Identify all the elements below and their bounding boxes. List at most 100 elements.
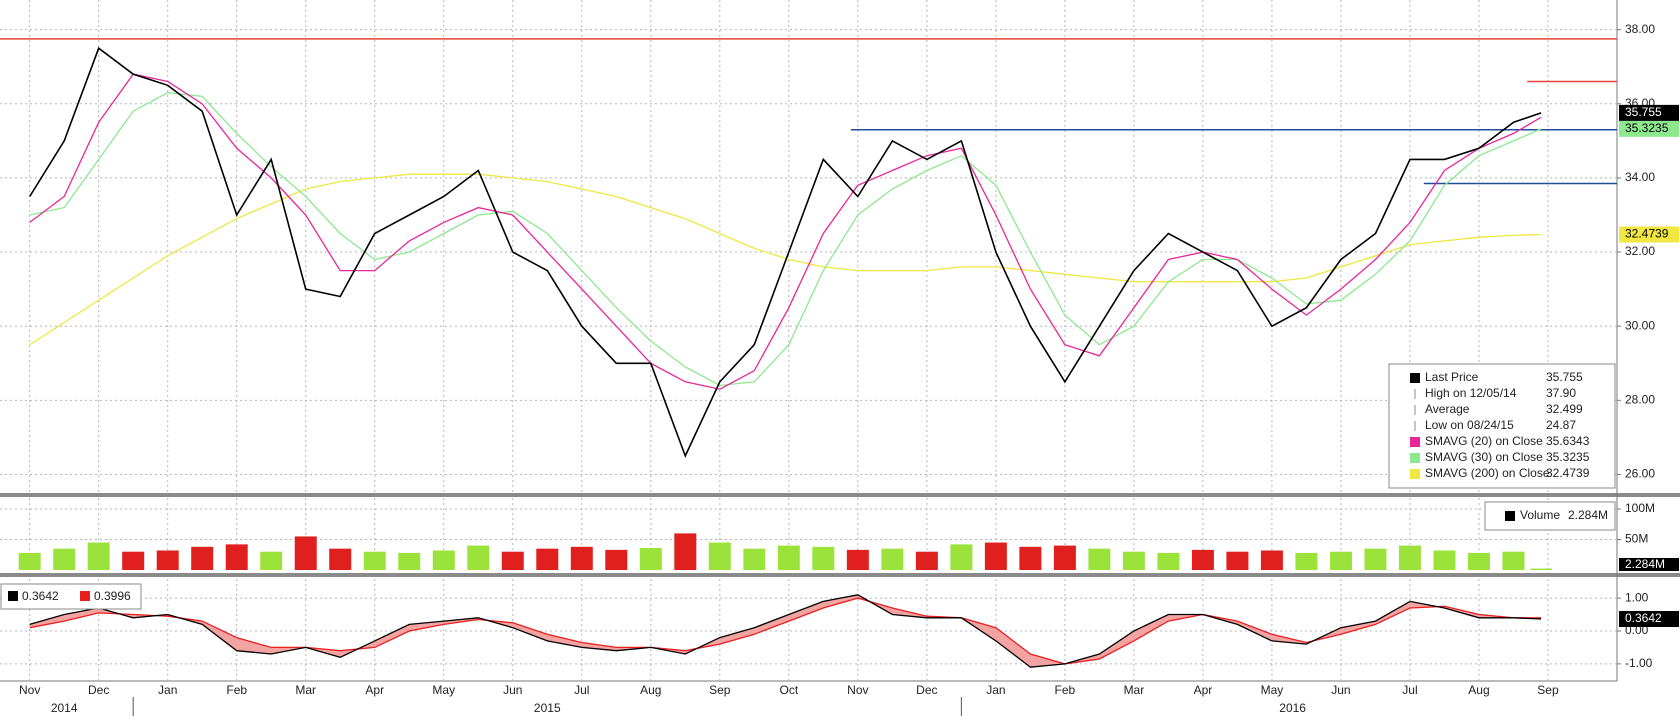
volume-bar xyxy=(1019,546,1042,570)
legend-box xyxy=(0,583,142,610)
volume-bar xyxy=(467,545,490,570)
y-tick-label: 30.00 xyxy=(1625,318,1655,332)
x-tick-label: Aug xyxy=(1468,683,1489,697)
value-box-label: 32.4739 xyxy=(1625,227,1669,241)
y-tick-label: 38.00 xyxy=(1625,22,1655,36)
volume-bar xyxy=(708,542,731,570)
volume-bar xyxy=(1157,552,1180,570)
legend-value: 24.87 xyxy=(1546,418,1576,432)
value-box xyxy=(1619,611,1679,628)
legend-value: 0.3642 xyxy=(22,589,59,603)
volume-bar xyxy=(536,548,559,570)
volume-bar xyxy=(846,549,869,570)
volume-bar xyxy=(1122,551,1145,570)
panel-divider xyxy=(0,573,1680,577)
legend-label: SMAVG (20) on Close xyxy=(1425,434,1543,448)
x-tick-label: Jan xyxy=(158,683,177,697)
volume-bar xyxy=(1502,551,1525,570)
year-label: 2016 xyxy=(1279,701,1306,715)
volume-bar xyxy=(984,542,1007,570)
x-tick-label: Dec xyxy=(88,683,109,697)
legend-swatch xyxy=(1505,511,1515,521)
value-box xyxy=(1619,558,1679,571)
value-box xyxy=(1619,226,1679,243)
volume-bar xyxy=(1467,552,1490,570)
legend-label: Low on 08/24/15 xyxy=(1425,418,1514,432)
volume-bar xyxy=(225,544,248,570)
x-tick-label: Feb xyxy=(226,683,247,697)
y-tick-label: 100M xyxy=(1625,501,1655,515)
volume-bar xyxy=(605,549,628,570)
y-tick-label: 50M xyxy=(1625,532,1648,546)
legend-value: 37.90 xyxy=(1546,386,1576,400)
volume-bar xyxy=(777,545,800,570)
x-tick-label: Sep xyxy=(1537,683,1559,697)
legend-box xyxy=(1388,363,1616,489)
value-box-label: 35.755 xyxy=(1625,105,1662,119)
x-tick-label: Sep xyxy=(709,683,731,697)
volume-bar xyxy=(1364,548,1387,570)
volume-bar xyxy=(950,544,973,570)
y-tick-label: 26.00 xyxy=(1625,467,1655,481)
legend-label: High on 12/05/14 xyxy=(1425,386,1517,400)
x-tick-label: Aug xyxy=(640,683,661,697)
volume-bar xyxy=(915,551,938,570)
x-tick-label: Dec xyxy=(916,683,937,697)
x-tick-label: Nov xyxy=(19,683,40,697)
legend-swatch xyxy=(1410,453,1420,463)
y-tick-label: 32.00 xyxy=(1625,244,1655,258)
x-tick-label: Jul xyxy=(1402,683,1417,697)
x-tick-label: Nov xyxy=(847,683,868,697)
legend-value: 35.6343 xyxy=(1546,434,1590,448)
volume-bar xyxy=(1191,549,1214,570)
panel-divider xyxy=(0,493,1680,497)
series-line xyxy=(29,173,1542,346)
legend-swatch xyxy=(1410,373,1420,383)
series-line xyxy=(29,92,1542,387)
y-tick-label: 1.00 xyxy=(1625,590,1649,604)
legend-value: 32.4739 xyxy=(1546,466,1590,480)
legend-swatch xyxy=(1410,437,1420,447)
series-line xyxy=(29,73,1542,390)
x-tick-label: May xyxy=(432,683,455,697)
volume-bar xyxy=(1398,545,1421,570)
legend-value: 32.499 xyxy=(1546,402,1583,416)
x-tick-label: Apr xyxy=(365,683,384,697)
legend-value: 2.284M xyxy=(1568,508,1608,522)
volume-bar xyxy=(1530,568,1553,570)
volume-bar xyxy=(156,550,179,570)
value-box xyxy=(1619,104,1679,121)
series-line xyxy=(29,46,1542,458)
legend-label: Volume xyxy=(1520,508,1560,522)
volume-bar xyxy=(122,551,145,570)
legend-label: Average xyxy=(1425,402,1470,416)
volume-bar xyxy=(1433,550,1456,570)
volume-bar xyxy=(294,536,317,570)
volume-bar xyxy=(1260,550,1283,570)
x-tick-label: Jun xyxy=(1331,683,1350,697)
volume-bar xyxy=(87,542,110,570)
x-tick-label: May xyxy=(1261,683,1284,697)
volume-bar xyxy=(639,548,662,570)
value-box-label: 2.284M xyxy=(1625,557,1665,571)
value-box-label: 0.3642 xyxy=(1625,611,1662,625)
value-box xyxy=(1619,120,1679,137)
volume-bar xyxy=(743,548,766,570)
volume-bar xyxy=(812,546,835,570)
volume-bar xyxy=(570,546,593,570)
legend-swatch xyxy=(80,591,90,601)
y-tick-label: 28.00 xyxy=(1625,393,1655,407)
legend-value: 35.3235 xyxy=(1546,450,1590,464)
year-label: 2014 xyxy=(51,701,78,715)
legend-label: SMAVG (30) on Close xyxy=(1425,450,1543,464)
legend-label: SMAVG (200) on Close xyxy=(1425,466,1550,480)
series-line xyxy=(29,597,1542,665)
x-tick-label: Oct xyxy=(779,683,798,697)
legend-swatch xyxy=(8,591,18,601)
volume-bar xyxy=(1329,551,1352,570)
legend-swatch xyxy=(1410,469,1420,479)
x-tick-label: Mar xyxy=(1124,683,1145,697)
legend-value: 35.755 xyxy=(1546,370,1583,384)
